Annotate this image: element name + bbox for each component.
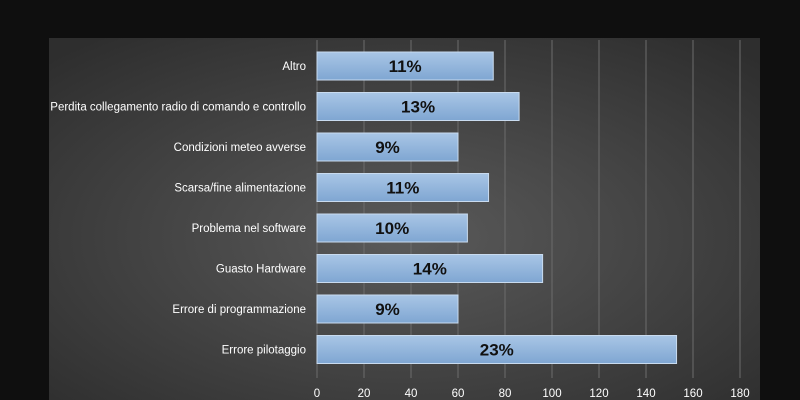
x-tick-label: 180 bbox=[730, 388, 749, 400]
data-label: 9% bbox=[375, 138, 400, 157]
x-tick-label: 140 bbox=[636, 388, 655, 400]
x-tick-label: 160 bbox=[683, 388, 702, 400]
bar bbox=[316, 254, 544, 283]
bar bbox=[316, 335, 678, 364]
category-label: Problema nel software bbox=[192, 223, 306, 235]
bars: 11% 13% 9% 11% 10% 14% 9% 23% bbox=[316, 51, 678, 364]
x-tick-label: 60 bbox=[452, 388, 465, 400]
bar bbox=[316, 132, 459, 162]
data-label: 11% bbox=[386, 179, 419, 198]
category-label: Scarsa/fine alimentazione bbox=[174, 183, 306, 195]
x-tick-label: 0 bbox=[314, 388, 320, 400]
data-label: 9% bbox=[375, 300, 400, 319]
data-label: 14% bbox=[413, 260, 447, 279]
x-tick-label: 100 bbox=[542, 388, 561, 400]
category-label: Perdita collegamento radio di comando e … bbox=[50, 102, 306, 114]
data-label: 10% bbox=[375, 219, 409, 238]
bar bbox=[316, 51, 494, 81]
bar bbox=[316, 294, 459, 324]
category-label: Altro bbox=[282, 61, 306, 73]
data-label: 23% bbox=[480, 341, 514, 360]
x-tick-label: 20 bbox=[358, 388, 371, 400]
bar bbox=[316, 92, 520, 121]
category-label: Errore pilotaggio bbox=[222, 345, 306, 357]
data-label: 13% bbox=[401, 98, 435, 117]
category-label: Condizioni meteo avverse bbox=[174, 142, 306, 154]
bar bbox=[316, 173, 490, 202]
category-label: Guasto Hardware bbox=[216, 264, 306, 276]
data-label: 11% bbox=[389, 57, 422, 76]
x-tick-label: 40 bbox=[405, 388, 418, 400]
bar bbox=[316, 213, 468, 243]
category-label: Errore di programmazione bbox=[172, 304, 306, 316]
category-labels: Altro Perdita collegamento radio di coman… bbox=[50, 61, 306, 357]
x-tick-label: 80 bbox=[499, 388, 512, 400]
x-tick-label: 120 bbox=[589, 388, 608, 400]
x-axis-ticks: 0 20 40 60 80 100 120 140 160 180 bbox=[314, 388, 750, 400]
